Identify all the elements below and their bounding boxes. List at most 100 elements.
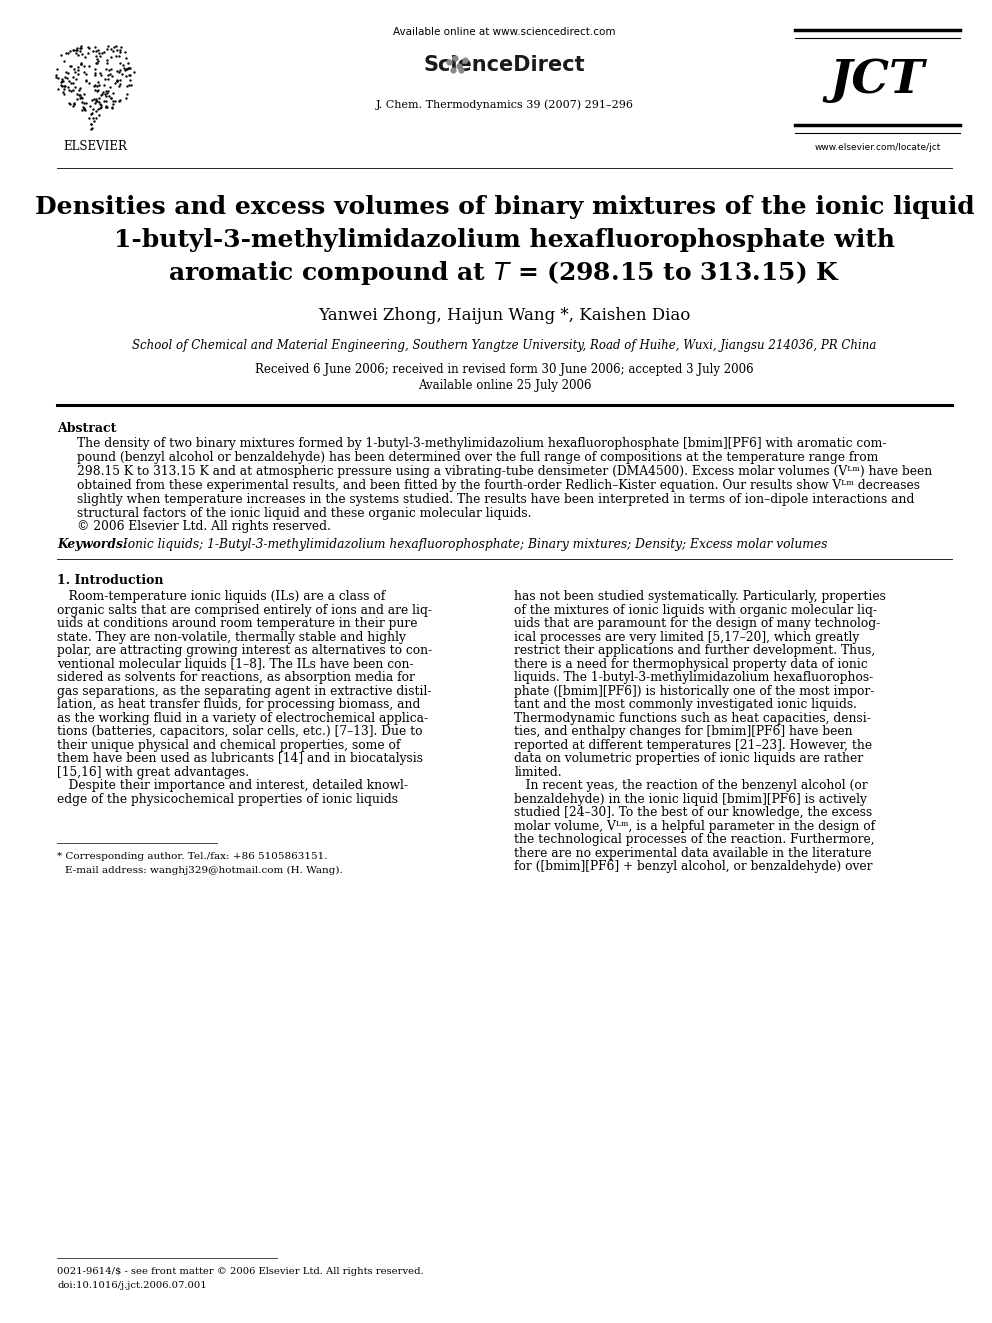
Point [100,65,116,86]
Point [73,36,89,57]
Point [87,58,103,79]
Point [85,107,101,128]
Point [444,60,460,81]
Point [53,45,68,66]
Point [81,95,97,116]
Point [65,66,81,87]
Point [72,87,88,108]
Point [56,79,71,101]
Text: data on volumetric properties of ionic liquids are rather: data on volumetric properties of ionic l… [515,751,864,765]
Text: doi:10.1016/j.jct.2006.07.001: doi:10.1016/j.jct.2006.07.001 [57,1281,206,1290]
Point [96,90,112,111]
Point [78,64,94,85]
Point [59,61,74,82]
Point [119,58,135,79]
Point [83,118,99,139]
Point [95,41,111,62]
Point [75,99,91,120]
Text: 1-butyl-3-methylimidazolium hexafluorophosphate with: 1-butyl-3-methylimidazolium hexafluoroph… [114,228,895,251]
Point [99,49,115,70]
Point [89,81,105,102]
Point [107,91,123,112]
Point [74,87,90,108]
Point [73,86,89,107]
Point [118,87,134,108]
Point [64,79,80,101]
Point [88,91,104,112]
Point [118,65,134,86]
Text: ties, and enthalpy changes for [bmim][PF6] have been: ties, and enthalpy changes for [bmim][PF… [515,725,853,738]
Point [89,75,105,97]
Text: Room-temperature ionic liquids (ILs) are a class of: Room-temperature ionic liquids (ILs) are… [57,590,385,603]
Text: ical processes are very limited [5,17–20], which greatly: ical processes are very limited [5,17–20… [515,631,860,643]
Text: School of Chemical and Material Engineering, Southern Yangtze University, Road o: School of Chemical and Material Engineer… [132,340,877,352]
Point [456,49,472,70]
Point [90,38,106,60]
Point [100,69,116,90]
Point [103,38,119,60]
Point [105,90,121,111]
Point [67,42,83,64]
Point [120,53,136,74]
Text: Available online at www.sciencedirect.com: Available online at www.sciencedirect.co… [393,26,616,37]
Point [69,83,85,105]
Text: their unique physical and chemical properties, some of: their unique physical and chemical prope… [57,738,401,751]
Point [92,98,108,119]
Point [450,56,466,77]
Point [88,101,104,122]
Point [91,91,107,112]
Point [55,70,70,91]
Point [91,105,107,126]
Text: of the mixtures of ionic liquids with organic molecular liq-: of the mixtures of ionic liquids with or… [515,603,878,617]
Point [65,95,81,116]
Point [86,110,102,131]
Point [48,66,63,87]
Point [76,83,92,105]
Point [93,64,109,85]
Point [83,103,99,124]
Text: liquids. The 1-butyl-3-methylimidazolium hexafluorophos-: liquids. The 1-butyl-3-methylimidazolium… [515,671,874,684]
Point [119,75,135,97]
Point [111,61,127,82]
Point [86,74,102,95]
Point [102,64,118,85]
Point [65,73,81,94]
Point [84,98,100,119]
Point [98,38,114,60]
Point [74,91,90,112]
Point [69,89,85,110]
Text: © 2006 Elsevier Ltd. All rights reserved.: © 2006 Elsevier Ltd. All rights reserved… [77,520,331,533]
Point [81,37,97,58]
Point [109,70,125,91]
Point [89,91,105,112]
Point [90,71,106,93]
Point [78,93,94,114]
Point [121,65,137,86]
Point [112,53,128,74]
Point [116,58,132,79]
Point [66,93,82,114]
Point [92,94,108,115]
Text: * Corresponding author. Tel./fax: +86 5105863151.: * Corresponding author. Tel./fax: +86 51… [57,852,327,861]
Point [72,53,88,74]
Point [120,58,136,79]
Text: reported at different temperatures [21–23]. However, the: reported at different temperatures [21–2… [515,738,873,751]
Text: tions (batteries, capacitors, solar cells, etc.) [7–13]. Due to: tions (batteries, capacitors, solar cell… [57,725,423,738]
Point [62,81,78,102]
Point [98,81,114,102]
Point [87,62,103,83]
Point [103,87,119,108]
Point [98,58,114,79]
Point [118,58,134,79]
Point [51,78,66,99]
Point [107,73,123,94]
Point [99,52,115,73]
Point [90,79,106,101]
Point [97,69,113,90]
Point [59,67,74,89]
Text: phate ([bmim][PF6]) is historically one of the most impor-: phate ([bmim][PF6]) is historically one … [515,684,875,697]
Text: Received 6 June 2006; received in revised form 30 June 2006; accepted 3 July 200: Received 6 June 2006; received in revise… [255,364,754,377]
Text: ScienceDirect: ScienceDirect [424,56,585,75]
Point [62,40,77,61]
Text: 1. Introduction: 1. Introduction [57,574,164,587]
